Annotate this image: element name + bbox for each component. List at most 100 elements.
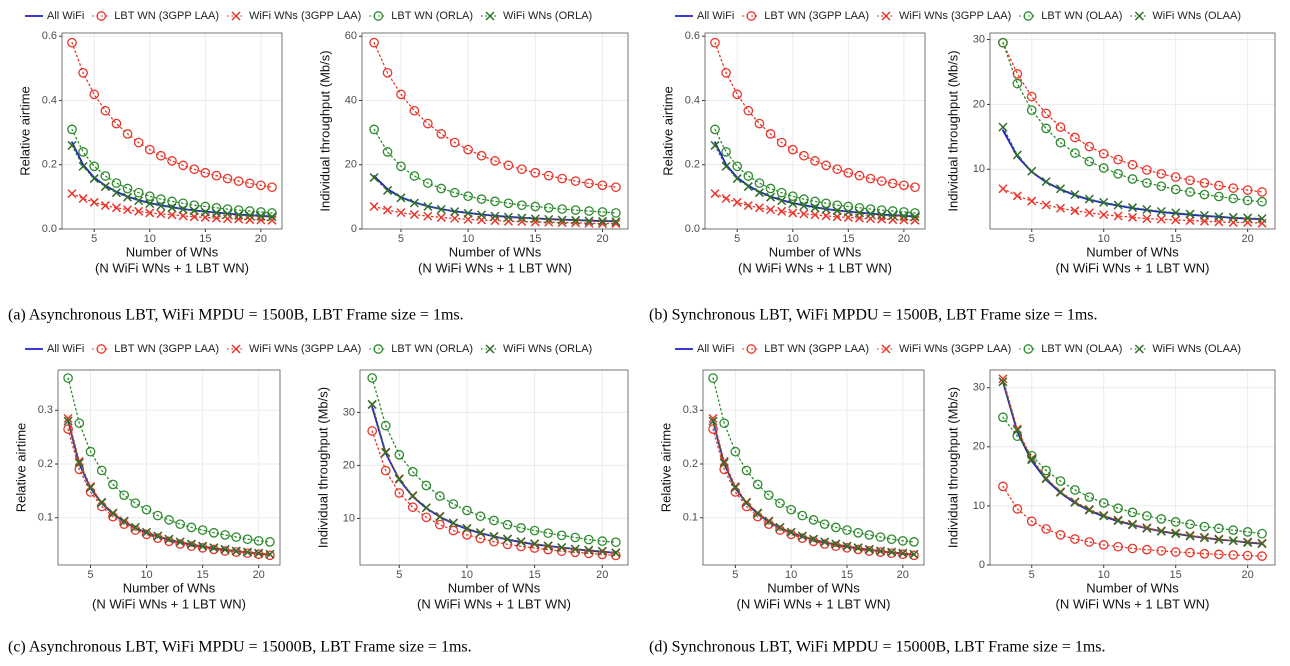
- marker: [611, 208, 621, 218]
- marker: [96, 465, 107, 476]
- legend-label: All WiFi: [47, 10, 84, 22]
- legend-label: LBT WN (OLAA): [1041, 10, 1122, 22]
- x-tick-label: 20: [253, 569, 265, 581]
- marker: [1113, 168, 1123, 179]
- marker: [1070, 206, 1080, 216]
- x-tick-label: 15: [841, 569, 853, 581]
- legend-label: WiFi WNs (3GPP LAA): [249, 10, 361, 22]
- legend-label: LBT WN (3GPP LAA): [764, 343, 869, 355]
- marker: [888, 210, 898, 221]
- marker: [1113, 541, 1123, 552]
- marker: [708, 373, 718, 383]
- marker: [475, 528, 485, 538]
- marker: [89, 197, 99, 207]
- marker: [910, 215, 920, 225]
- marker: [436, 183, 447, 194]
- marker: [732, 197, 742, 207]
- marker: [244, 178, 255, 189]
- marker: [584, 178, 594, 189]
- marker: [1012, 431, 1023, 442]
- x-tick-label: 5: [396, 569, 402, 581]
- marker: [111, 118, 122, 129]
- marker: [875, 532, 886, 542]
- series-line: [373, 41, 617, 188]
- marker: [1070, 497, 1080, 507]
- marker: [122, 129, 133, 139]
- marker: [764, 516, 774, 527]
- marker: [557, 173, 568, 184]
- marker: [1214, 191, 1224, 202]
- marker: [1170, 184, 1181, 195]
- marker: [765, 183, 776, 194]
- marker: [394, 474, 404, 484]
- marker: [394, 488, 405, 498]
- marker: [753, 508, 763, 518]
- marker: [253, 549, 264, 560]
- marker: [875, 546, 886, 556]
- marker: [517, 213, 527, 223]
- marker: [808, 534, 819, 544]
- marker: [1242, 185, 1253, 195]
- legend-label: WiFi WNs (OLAA): [1152, 10, 1241, 22]
- marker: [708, 416, 718, 426]
- marker: [1156, 526, 1166, 536]
- marker: [777, 196, 787, 206]
- legend-label: WiFi WNs (ORLA): [503, 10, 592, 22]
- marker: [130, 522, 140, 532]
- marker: [1012, 425, 1022, 435]
- x-tick-label: 20: [897, 569, 909, 581]
- marker: [369, 173, 379, 183]
- series-line: [71, 128, 273, 214]
- marker: [787, 144, 798, 155]
- marker: [1113, 516, 1123, 526]
- x-tick-label: 15: [199, 233, 211, 245]
- marker: [175, 537, 185, 547]
- marker: [223, 209, 233, 219]
- x-tick-label: 15: [1170, 569, 1182, 581]
- marker: [583, 534, 594, 545]
- marker: [864, 530, 875, 540]
- marker: [462, 523, 472, 533]
- marker: [1055, 203, 1066, 213]
- marker: [502, 539, 513, 550]
- plot-area: [362, 33, 628, 229]
- marker: [877, 210, 887, 220]
- marker: [233, 176, 244, 186]
- marker: [134, 196, 144, 206]
- marker: [853, 543, 863, 553]
- marker: [78, 161, 88, 171]
- marker: [133, 137, 144, 148]
- marker: [89, 174, 99, 184]
- marker: [998, 374, 1008, 384]
- plot-border: [61, 32, 283, 230]
- marker: [1084, 492, 1095, 502]
- marker: [175, 539, 186, 549]
- marker: [517, 164, 527, 175]
- marker: [843, 201, 854, 212]
- y-tick-label: 30: [343, 406, 355, 418]
- marker: [821, 204, 831, 214]
- marker: [517, 200, 527, 211]
- marker: [97, 498, 107, 508]
- marker: [776, 187, 787, 198]
- y-tick-label: 20: [973, 98, 985, 110]
- plot-area: [360, 370, 628, 565]
- marker: [732, 174, 742, 184]
- y-tick-label: 0: [979, 559, 985, 571]
- marker: [242, 534, 253, 545]
- marker: [449, 187, 460, 198]
- marker: [998, 184, 1008, 194]
- marker: [462, 529, 472, 540]
- legend-marker: [1134, 344, 1144, 354]
- marker: [1156, 168, 1167, 179]
- marker: [130, 525, 141, 535]
- marker: [1012, 78, 1023, 89]
- marker: [1041, 123, 1051, 134]
- x-axis-label: (N WiFi WNs + 1 LBT WN): [1056, 596, 1210, 611]
- marker: [1084, 208, 1094, 218]
- legend-marker: [1023, 11, 1034, 21]
- marker: [231, 546, 241, 556]
- marker: [765, 129, 776, 139]
- series-line: [67, 428, 271, 556]
- y-tick-label: 20: [343, 459, 355, 471]
